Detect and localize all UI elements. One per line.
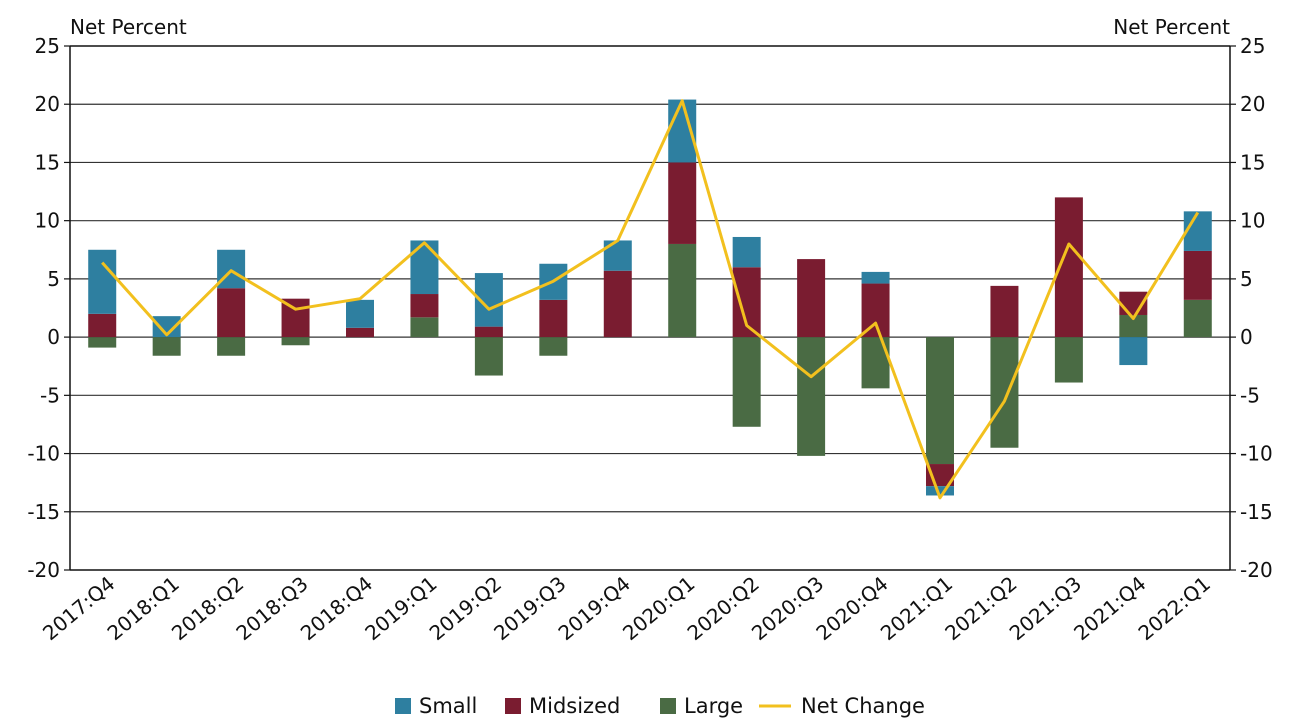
y-tick-label-left: -10 [27, 442, 60, 466]
axis-layer: 25 25 20 20 15 15 10 10 5 5 0 0 -5 -5 -10 -10 -15 -15 -20 -… [27, 34, 1272, 645]
legend-item-net-change: Net Change [759, 694, 925, 718]
y-tick-label-right: -15 [1240, 500, 1273, 524]
bar-small-2021-Q4 [1119, 337, 1148, 366]
legend-label: Large [684, 694, 743, 718]
x-tick-label: 2018:Q2 [167, 571, 248, 645]
bar-midsized-2019-Q4 [603, 270, 632, 338]
x-tick-label: 2021:Q3 [1005, 571, 1086, 645]
bar-small-2020-Q4 [861, 271, 890, 284]
y-tick-label-right: 25 [1240, 34, 1265, 58]
bar-large-2020-Q4 [861, 337, 890, 389]
legend-label: Midsized [529, 694, 620, 718]
x-tick-label: 2019:Q2 [425, 571, 506, 645]
y-tick-label-left: -15 [27, 500, 60, 524]
y-axis-left-title: Net Percent [70, 15, 187, 39]
bar-small-2018-Q1 [152, 316, 181, 338]
y-tick-label-left: 0 [47, 325, 60, 349]
x-tick-label: 2020:Q3 [747, 571, 828, 645]
bar-small-2017-Q4 [88, 249, 117, 314]
y-axis-right-title: Net Percent [1113, 15, 1230, 39]
x-tick-label: 2018:Q1 [102, 571, 183, 645]
bar-midsized-2022-Q1 [1183, 250, 1212, 300]
legend-swatch [660, 698, 676, 714]
bar-large-2022-Q1 [1183, 299, 1212, 338]
x-tick-label: 2020:Q1 [618, 571, 699, 645]
bar-small-2018-Q4 [346, 299, 374, 328]
bar-midsized-2017-Q4 [88, 313, 117, 338]
legend-item-large: Large [660, 694, 743, 718]
x-tick-label: 2019:Q4 [554, 571, 635, 645]
legend-swatch [505, 698, 521, 714]
y-tick-label-left: 15 [35, 150, 60, 174]
bar-large-2018-Q3 [281, 337, 310, 346]
y-tick-label-left: -5 [40, 383, 60, 407]
bar-midsized-2021-Q2 [990, 285, 1019, 338]
x-tick-label: 2019:Q3 [489, 571, 570, 645]
bar-large-2021-Q2 [990, 337, 1019, 448]
bar-midsized-2019-Q1 [410, 294, 439, 318]
bar-large-2021-Q1 [926, 337, 954, 465]
bar-large-2019-Q3 [539, 337, 568, 356]
x-tick-label: 2020:Q2 [682, 571, 763, 645]
bars-layer [88, 99, 1212, 496]
y-tick-label-left: 20 [35, 92, 60, 116]
x-tick-label: 2022:Q1 [1134, 571, 1215, 645]
x-tick-label: 2021:Q2 [940, 571, 1021, 645]
legend: Small Midsized Large Net Change [395, 694, 925, 718]
legend-swatch [395, 698, 411, 714]
bar-small-2019-Q1 [410, 240, 439, 295]
bar-large-2017-Q4 [88, 337, 117, 348]
bar-large-2019-Q2 [474, 337, 503, 376]
legend-label: Small [419, 694, 477, 718]
bar-small-2022-Q1 [1183, 211, 1212, 251]
y-tick-label-right: -20 [1240, 558, 1273, 582]
x-tick-label: 2017:Q4 [38, 571, 119, 645]
y-tick-label-right: 10 [1240, 209, 1265, 233]
y-tick-label-left: 5 [47, 267, 60, 291]
x-tick-label: 2018:Q4 [296, 571, 377, 645]
y-tick-label-right: -5 [1240, 383, 1260, 407]
y-tick-label-right: 5 [1240, 267, 1253, 291]
y-tick-label-left: 10 [35, 209, 60, 233]
x-tick-label: 2019:Q1 [360, 571, 441, 645]
bar-midsized-2018-Q2 [217, 288, 246, 338]
y-tick-label-right: 15 [1240, 150, 1265, 174]
bar-midsized-2020-Q3 [797, 259, 826, 338]
y-tick-label-left: 25 [35, 34, 60, 58]
grid-layer [70, 103, 1230, 513]
legend-label: Net Change [801, 694, 925, 718]
y-tick-label-left: -20 [27, 558, 60, 582]
bar-large-2021-Q4 [1119, 314, 1148, 338]
bar-midsized-2020-Q1 [668, 162, 697, 244]
legend-item-midsized: Midsized [505, 694, 620, 718]
y-tick-label-right: 0 [1240, 325, 1253, 349]
bar-large-2019-Q1 [410, 317, 439, 338]
bar-midsized-2018-Q4 [346, 327, 374, 338]
legend-item-small: Small [395, 694, 477, 718]
bar-large-2020-Q1 [668, 243, 697, 338]
x-tick-label: 2020:Q4 [811, 571, 892, 645]
bar-small-2021-Q1 [926, 486, 954, 496]
y-tick-label-right: 20 [1240, 92, 1265, 116]
x-tick-label: 2021:Q1 [876, 571, 957, 645]
bar-large-2020-Q2 [732, 337, 761, 427]
bar-midsized-2019-Q2 [474, 326, 503, 338]
line-layer [101, 99, 1200, 500]
bar-midsized-2020-Q4 [861, 283, 890, 338]
net-change-line [101, 99, 1200, 500]
bar-large-2020-Q3 [797, 337, 826, 456]
bar-large-2018-Q1 [152, 337, 181, 356]
bar-large-2021-Q3 [1054, 337, 1083, 383]
bar-small-2020-Q2 [732, 236, 761, 268]
y-tick-label-right: -10 [1240, 442, 1273, 466]
x-tick-label: 2021:Q4 [1069, 571, 1150, 645]
bar-large-2018-Q2 [217, 337, 246, 356]
bar-midsized-2019-Q3 [539, 299, 568, 338]
x-tick-label: 2018:Q3 [231, 571, 312, 645]
